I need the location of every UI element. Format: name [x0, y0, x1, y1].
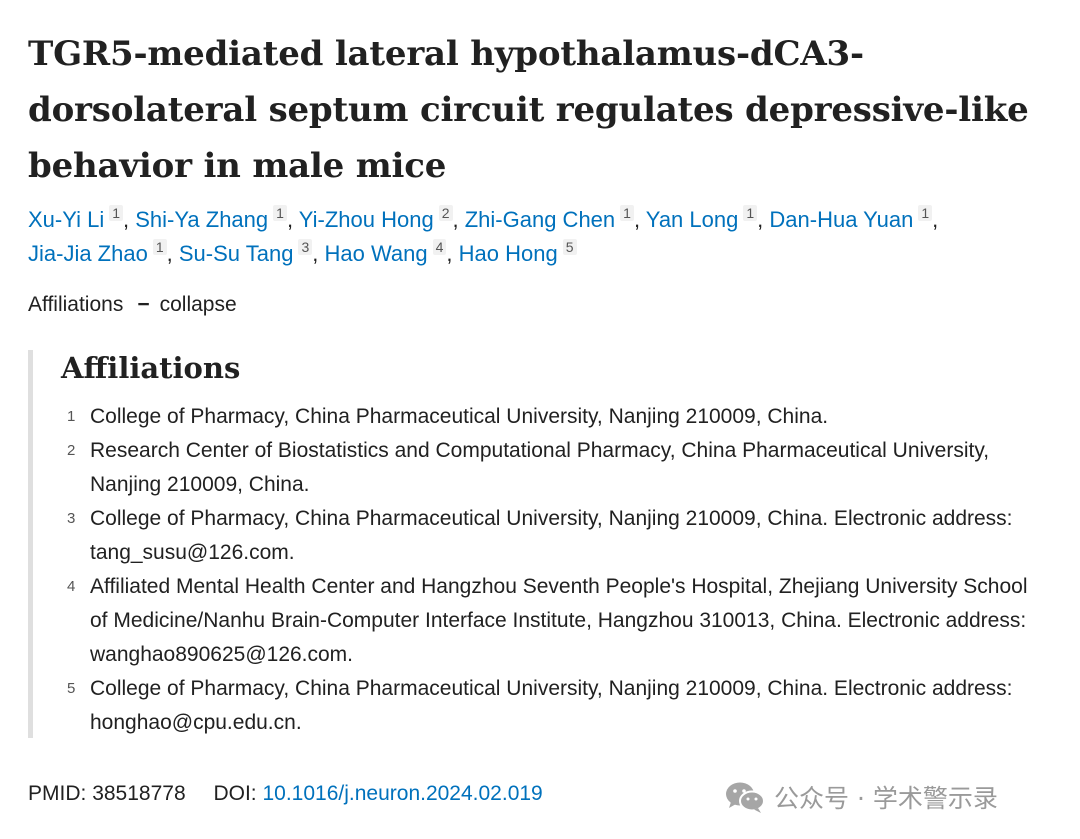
author-link[interactable]: Yan Long: [645, 207, 739, 232]
affiliations-list: 1 College of Pharmacy, China Pharmaceuti…: [67, 400, 1047, 740]
author-entry: Hao Hong 5: [458, 239, 577, 266]
author-list: Xu-Yi Li 1, Shi-Ya Zhang 1, Yi-Zhou Hong 2,…: [28, 203, 1068, 271]
watermark-text: 公众号 · 学术警示录: [774, 784, 998, 813]
author-link[interactable]: Su-Su Tang: [178, 241, 294, 266]
affiliation-number: 2: [67, 442, 76, 459]
affiliation-ref[interactable]: 1: [273, 205, 287, 221]
affiliation-item: 4 Affiliated Mental Health Center and Ha…: [67, 570, 1047, 672]
affiliation-ref[interactable]: 4: [432, 239, 447, 255]
affiliation-ref[interactable]: 2: [438, 205, 453, 221]
author-link[interactable]: Xu-Yi Li: [28, 207, 105, 232]
affiliation-ref[interactable]: 1: [743, 205, 758, 221]
affiliation-ref[interactable]: 1: [918, 205, 933, 221]
affiliation-number: 5: [67, 680, 76, 697]
author-entry: Zhi-Gang Chen 1,: [464, 205, 646, 232]
author-entry: Hao Wang 4,: [324, 239, 459, 266]
affiliation-item: 3 College of Pharmacy, China Pharmaceuti…: [67, 502, 1047, 570]
affiliation-text: College of Pharmacy, China Pharmaceutica…: [90, 507, 1013, 564]
author-link[interactable]: Hao Wang: [324, 241, 428, 266]
affiliation-item: 5 College of Pharmacy, China Pharmaceuti…: [67, 672, 1047, 740]
collapse-dash-icon: −: [137, 293, 150, 316]
author-entry: Yi-Zhou Hong 2,: [298, 205, 465, 232]
pmid-value: 38518778: [92, 782, 186, 805]
author-entry: Dan-Hua Yuan 1,: [769, 205, 939, 232]
affiliation-item: 2 Research Center of Biostatistics and C…: [67, 434, 1047, 502]
affiliation-ref[interactable]: 1: [620, 205, 634, 221]
affiliation-ref[interactable]: 5: [562, 239, 577, 255]
affiliation-text: College of Pharmacy, China Pharmaceutica…: [90, 405, 829, 428]
affiliations-toggle[interactable]: Affiliations − collapse: [28, 290, 237, 320]
affiliation-ref[interactable]: 1: [152, 239, 167, 255]
doi-link[interactable]: 10.1016/j.neuron.2024.02.019: [262, 782, 543, 805]
article-identifiers: PMID: 38518778 DOI: 10.1016/j.neuron.202…: [28, 778, 543, 810]
article-title: TGR5-mediated lateral hypothalamus-dCA3-…: [28, 34, 1029, 186]
pmid-label: PMID:: [28, 782, 87, 805]
affiliation-ref[interactable]: 1: [109, 205, 124, 221]
author-link[interactable]: Yi-Zhou Hong: [298, 207, 434, 232]
affiliation-number: 3: [67, 510, 76, 527]
author-entry: Yan Long 1,: [645, 205, 770, 232]
author-entry: Shi-Ya Zhang 1,: [135, 205, 299, 232]
author-link[interactable]: Jia-Jia Zhao: [28, 241, 148, 266]
author-link[interactable]: Shi-Ya Zhang: [135, 207, 269, 232]
affiliations-toggle-label: Affiliations: [28, 293, 124, 316]
affiliation-text: College of Pharmacy, China Pharmaceutica…: [90, 677, 1013, 734]
author-entry: Su-Su Tang 3,: [178, 239, 325, 266]
author-link[interactable]: Hao Hong: [458, 241, 558, 266]
affiliation-number: 1: [67, 408, 76, 425]
wechat-icon: [726, 782, 765, 813]
collapse-label: collapse: [159, 293, 237, 316]
affiliation-number: 4: [67, 578, 76, 595]
author-link[interactable]: Zhi-Gang Chen: [464, 207, 616, 232]
wechat-watermark: 公众号 · 学术警示录: [724, 779, 998, 815]
doi-label: DOI:: [213, 782, 257, 805]
affiliations-heading: Affiliations: [61, 351, 241, 385]
author-link[interactable]: Dan-Hua Yuan: [769, 207, 914, 232]
affiliation-text: Affiliated Mental Health Center and Hang…: [90, 575, 1028, 666]
affiliations-panel: Affiliations 1 College of Pharmacy, Chin…: [28, 350, 1058, 738]
author-entry: Jia-Jia Zhao 1,: [28, 239, 179, 266]
affiliation-item: 1 College of Pharmacy, China Pharmaceuti…: [67, 400, 1047, 434]
affiliation-text: Research Center of Biostatistics and Com…: [90, 439, 990, 496]
affiliation-ref[interactable]: 3: [298, 239, 313, 255]
author-entry: Xu-Yi Li 1,: [28, 205, 136, 232]
